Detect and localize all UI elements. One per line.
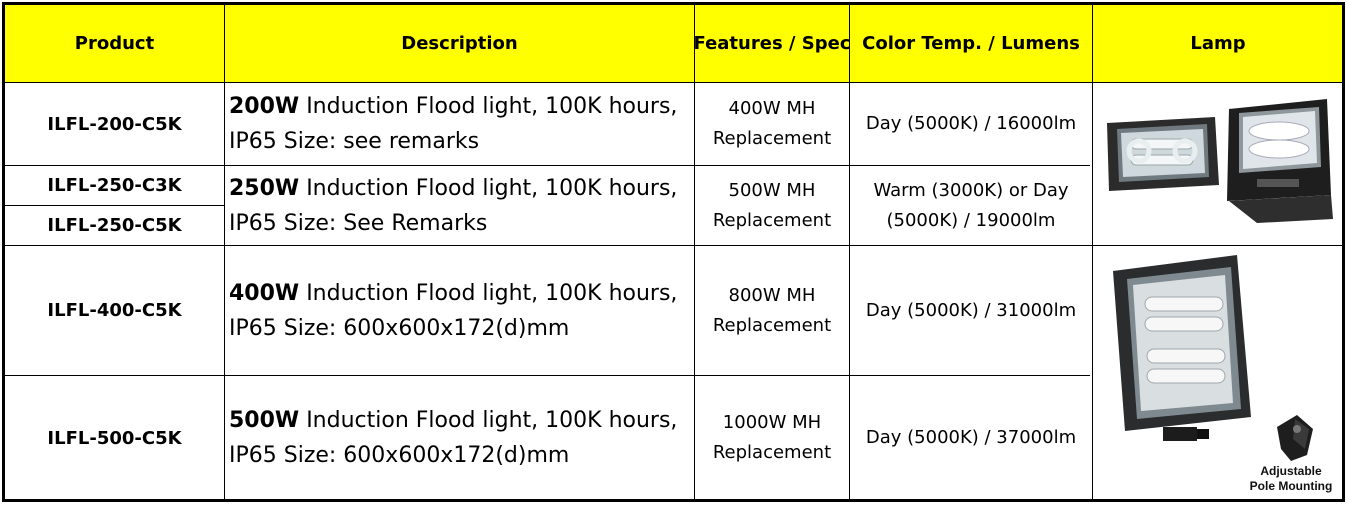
column-divider <box>1092 5 1093 499</box>
color-temp-lumens: Day (5000K) / 16000lm <box>865 113 1077 134</box>
spec-line: 500W MH <box>728 179 816 201</box>
header-lamp: Lamp <box>1190 33 1246 54</box>
wattage: 500W <box>229 408 300 433</box>
spec-line: Replacement <box>712 209 832 231</box>
feature-spec: 800W MH Replacement <box>695 246 849 375</box>
product-code: ILFL-500-C5K <box>47 427 182 449</box>
color-temp-lumens: Day (5000K) / 37000lm <box>865 427 1077 448</box>
row-divider <box>5 205 224 206</box>
header-row <box>5 5 1342 82</box>
description-line: IP65 Size: See Remarks <box>229 210 488 236</box>
flood-light-pair-image <box>1107 99 1333 223</box>
row-divider <box>5 82 1342 83</box>
spec-line: 800W MH <box>728 284 816 306</box>
header-color: Color Temp. / Lumens <box>862 33 1080 54</box>
small-flood-light-image <box>1107 117 1219 191</box>
pole-mount-bracket-image <box>1277 415 1313 461</box>
color-line: Warm (3000K) or Day <box>873 179 1069 201</box>
product-code: ILFL-200-C5K <box>47 113 182 135</box>
color-temp-lumens: Warm (3000K) or Day (5000K) / 19000lm <box>850 166 1092 245</box>
description-line: IP65 Size: 600x600x172(d)mm <box>229 315 570 341</box>
feature-spec: 500W MH Replacement <box>695 166 849 245</box>
product-code: ILFL-250-C5K <box>47 215 182 236</box>
wattage: 400W <box>229 280 300 306</box>
row-divider <box>5 245 1342 246</box>
header-description: Description <box>401 33 518 54</box>
spec-line: Replacement <box>712 128 832 149</box>
description-line: IP65 Size: 600x600x172(d)mm <box>229 443 570 468</box>
description-line: Induction Flood light, 100K hours, <box>299 408 678 433</box>
product-description: 200W Induction Flood light, 100K hours, … <box>225 83 694 165</box>
header-product: Product <box>74 33 155 54</box>
description-line: Induction Flood light, 100K hours, <box>299 94 678 119</box>
wattage: 200W <box>229 94 300 119</box>
header-features: Features / Spec <box>693 33 851 54</box>
description-line: Induction Flood light, 100K hours, <box>299 175 678 201</box>
feature-spec: 400W MH Replacement <box>695 83 849 165</box>
column-divider <box>224 5 225 499</box>
product-description: 500W Induction Flood light, 100K hours, … <box>225 376 694 500</box>
color-temp-lumens: Day (5000K) / 31000lm <box>865 299 1077 321</box>
product-description: 400W Induction Flood light, 100K hours, … <box>225 246 694 375</box>
wattage: 250W <box>229 175 300 201</box>
feature-spec: 1000W MH Replacement <box>695 376 849 500</box>
product-code: ILFL-250-C3K <box>47 175 182 196</box>
spec-line: 1000W MH <box>722 412 822 433</box>
caption-line: Pole Mounting <box>1249 479 1333 493</box>
description-line: Induction Flood light, 100K hours, <box>299 280 678 306</box>
large-flood-light-image <box>1113 255 1251 441</box>
row-divider <box>5 165 1090 166</box>
description-line: IP65 Size: see remarks <box>229 129 480 154</box>
spec-line: Replacement <box>712 314 832 336</box>
column-divider <box>694 5 695 499</box>
lamp-caption: Adjustable Pole Mounting <box>1230 464 1351 494</box>
column-divider <box>849 5 850 499</box>
spec-line: Replacement <box>712 442 832 463</box>
large-flood-light-image <box>1227 99 1333 223</box>
row-divider <box>5 375 1090 376</box>
color-line: (5000K) / 19000lm <box>886 209 1056 231</box>
product-code: ILFL-400-C5K <box>47 300 182 321</box>
spec-line: 400W MH <box>728 98 816 119</box>
product-description: 250W Induction Flood light, 100K hours, … <box>225 166 694 245</box>
caption-line: Adjustable <box>1260 464 1322 478</box>
